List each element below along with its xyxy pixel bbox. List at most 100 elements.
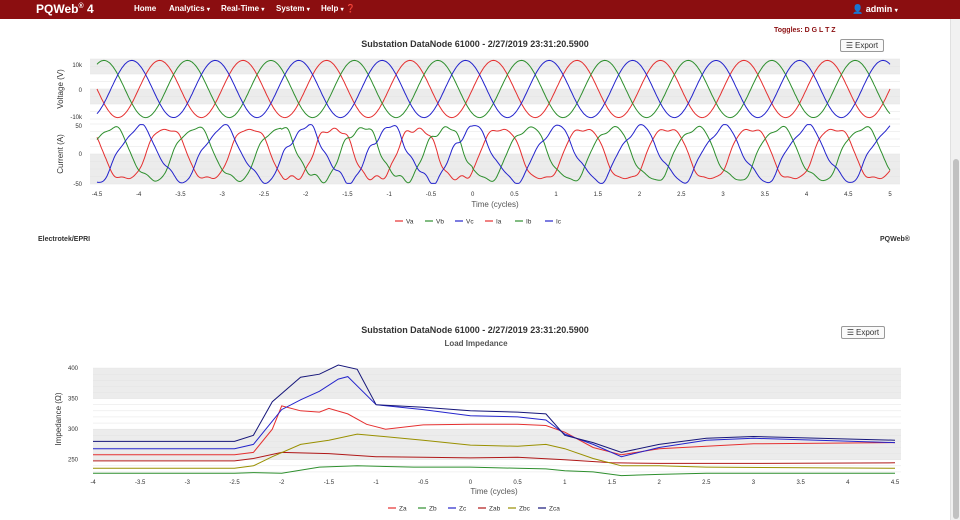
x-tick-label: 5	[888, 192, 892, 198]
nav-home[interactable]: Home	[134, 4, 156, 13]
x-tick-label: 1	[563, 480, 567, 486]
legend-item-ib[interactable]: Ib	[515, 219, 532, 226]
legend-item-vc[interactable]: Vc	[455, 219, 474, 226]
nav-analytics[interactable]: Analytics ▾	[169, 4, 210, 13]
legend-item-zb[interactable]: Zb	[418, 506, 437, 513]
nav-help[interactable]: Help ▾ ❓	[321, 4, 356, 13]
caret-down-icon: ▾	[306, 7, 310, 13]
x-tick-label: -1	[386, 192, 392, 198]
current-tick-0: 0	[79, 152, 83, 158]
x-tick-label: -1.5	[342, 192, 353, 198]
x-tick-label: 2.5	[702, 480, 711, 486]
export-button-impedance[interactable]: ☰ Export	[841, 326, 885, 339]
scrollbar-thumb[interactable]	[953, 159, 959, 519]
impedance-band	[93, 368, 901, 399]
legend-item-va[interactable]: Va	[395, 219, 414, 226]
nav-real-time-label: Real-Time	[221, 4, 260, 13]
x-tick-label: 2	[638, 192, 642, 198]
x-tick-label: 0.5	[510, 192, 519, 198]
voltage-tick-10k: 10k	[72, 63, 83, 69]
x-tick-label: -3	[220, 192, 226, 198]
nav-real-time[interactable]: Real-Time ▾	[221, 4, 264, 13]
x-tick-label: -4	[136, 192, 142, 198]
brand-name: PQWeb	[36, 2, 79, 16]
caret-down-icon: ▾	[894, 8, 898, 14]
legend-item-ia[interactable]: Ia	[485, 219, 502, 226]
x-tick-label: -0.5	[418, 480, 429, 486]
legend-item-zca[interactable]: Zca	[538, 506, 560, 513]
legend-label: Zab	[489, 506, 501, 513]
legend-item-ic[interactable]: Ic	[545, 219, 562, 226]
export-label: Export	[855, 41, 879, 50]
brand-logo[interactable]: PQWeb® 4	[36, 2, 94, 16]
toggles-label[interactable]: Toggles: D G L T Z	[774, 27, 836, 34]
series-line-ib	[96, 125, 891, 184]
help-circle-icon: ❓	[345, 4, 356, 13]
legend-label: Vb	[436, 219, 444, 226]
legend-label: Va	[406, 219, 414, 226]
impedance-chart-title: Substation DataNode 61000 - 2/27/2019 23…	[361, 325, 589, 335]
series-line-ia	[96, 127, 891, 181]
legend-label: Ib	[526, 219, 532, 226]
legend-label: Ic	[556, 219, 562, 226]
user-name: admin	[865, 4, 893, 14]
legend-item-zab[interactable]: Zab	[478, 506, 501, 513]
legend-label: Za	[399, 506, 407, 513]
x-tick-label: -4.5	[92, 192, 103, 198]
series-line-zca	[93, 364, 896, 453]
export-label: Export	[856, 328, 880, 337]
nav-help-label: Help	[321, 4, 339, 13]
legend-item-za[interactable]: Za	[388, 506, 407, 513]
nav-home-label: Home	[134, 4, 157, 13]
brand-registered: ®	[78, 3, 84, 10]
page-scrollbar[interactable]	[950, 19, 960, 520]
waveform-x-axis-label: Time (cycles)	[471, 200, 519, 209]
x-tick-label: 1	[554, 192, 558, 198]
x-tick-label: 4	[805, 192, 809, 198]
legend-label: Zbc	[519, 506, 531, 513]
waveform-chart: Substation DataNode 61000 - 2/27/2019 23…	[56, 39, 900, 226]
legend-item-vb[interactable]: Vb	[425, 219, 444, 226]
legend-label: Zb	[429, 506, 437, 513]
x-tick-label: -2	[279, 480, 285, 486]
menu-icon: ☰	[846, 328, 855, 337]
x-tick-label: -1	[373, 480, 379, 486]
legend-item-zc[interactable]: Zc	[448, 506, 467, 513]
x-tick-label: -2	[303, 192, 309, 198]
x-tick-label: 4	[846, 480, 850, 486]
nav-system-label: System	[276, 4, 305, 13]
series-line-vc	[96, 59, 891, 119]
series-line-zbc	[93, 433, 896, 469]
impedance-chart-subtitle: Load Impedance	[444, 339, 508, 348]
impedance-chart: Substation DataNode 61000 - 2/27/2019 23…	[54, 325, 901, 513]
export-button-waveform[interactable]: ☰ Export	[840, 39, 884, 52]
x-tick-label: 1.5	[594, 192, 603, 198]
legend-item-zbc[interactable]: Zbc	[508, 506, 531, 513]
impedance-x-axis-label: Time (cycles)	[470, 487, 518, 496]
x-tick-label: -2.5	[259, 192, 270, 198]
y-tick-label: 400	[68, 366, 79, 372]
series-line-zc	[93, 376, 896, 458]
footer-credit: Electrotek/EPRI	[38, 236, 91, 243]
x-tick-label: 3	[721, 192, 725, 198]
navbar: PQWeb® 4 Home Analytics ▾ Real-Time ▾ Sy…	[0, 0, 960, 19]
x-tick-label: 3	[752, 480, 756, 486]
menu-icon: ☰	[845, 41, 854, 50]
x-tick-label: 4.5	[844, 192, 853, 198]
voltage-axis-label: Voltage (V)	[56, 69, 65, 109]
x-tick-label: 1.5	[608, 480, 617, 486]
footer-brand: PQWeb®	[880, 236, 910, 243]
x-tick-label: -3	[185, 480, 191, 486]
legend-label: Zca	[549, 506, 560, 513]
user-icon: 👤	[852, 4, 864, 14]
voltage-tick-0: 0	[79, 88, 83, 94]
x-tick-label: -1.5	[324, 480, 335, 486]
nav-system[interactable]: System ▾	[276, 4, 310, 13]
brand-version: 4	[83, 2, 94, 16]
current-tick-neg50: -50	[73, 182, 82, 188]
x-tick-label: 3.5	[761, 192, 770, 198]
x-tick-label: -4	[90, 480, 96, 486]
legend-label: Vc	[466, 219, 474, 226]
caret-down-icon: ▾	[261, 7, 265, 13]
user-menu[interactable]: 👤 admin ▾	[852, 4, 898, 15]
